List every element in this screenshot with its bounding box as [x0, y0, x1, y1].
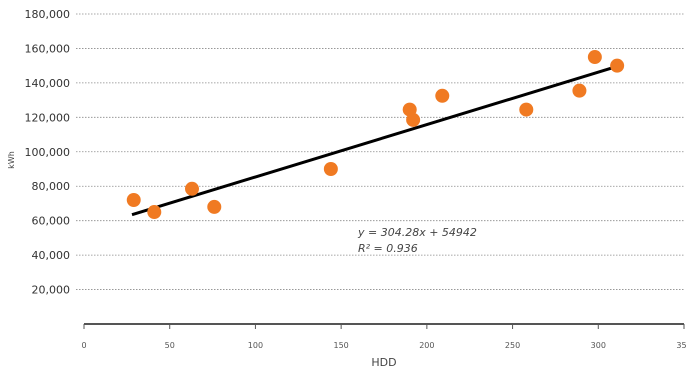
trendline-equation: y = 304.28x + 54942	[357, 226, 477, 239]
data-point	[185, 181, 199, 196]
y-axis-label: kWh	[7, 151, 16, 169]
grid-lines	[76, 13, 684, 290]
y-tick-label: 20,000	[32, 284, 71, 297]
data-point	[323, 162, 338, 176]
y-tick-label: 160,000	[25, 42, 71, 55]
y-tick-label: 80,000	[32, 180, 71, 193]
data-point	[207, 199, 222, 214]
data-point	[147, 205, 162, 220]
y-tick-label: 100,000	[25, 146, 71, 159]
data-point	[126, 193, 141, 207]
x-axis-label: HDD	[371, 356, 396, 369]
y-tick-label: 40,000	[32, 249, 71, 262]
trendline-r-squared: R² = 0.936	[358, 242, 418, 255]
y-tick-label: 120,000	[25, 111, 71, 124]
y-tick-label: 140,000	[25, 77, 71, 90]
data-point	[587, 50, 602, 65]
x-tick-label: 200	[419, 341, 434, 350]
y-tick-labels: 20,000 40,000 60,000 80,000 100,000 120,000 14…	[25, 8, 71, 297]
x-tick-label: 350	[676, 341, 686, 350]
data-point	[610, 58, 625, 73]
data-point	[519, 102, 534, 117]
x-tick-label: 300	[591, 341, 606, 350]
data-points	[126, 50, 625, 220]
x-tick-label: 250	[505, 341, 520, 350]
data-point	[435, 88, 450, 103]
x-tick-label: 50	[165, 341, 175, 350]
x-tick-label: 150	[334, 341, 349, 350]
y-tick-label: 60,000	[32, 215, 71, 228]
y-tick-label: 180,000	[25, 8, 71, 21]
trendline	[131, 63, 622, 217]
data-point	[406, 112, 421, 127]
x-tick-label: 100	[248, 341, 263, 350]
data-point	[572, 83, 587, 98]
x-tick-labels: 0 50 100 150 200 250 300 350	[81, 324, 686, 350]
x-tick-label: 0	[81, 341, 86, 350]
